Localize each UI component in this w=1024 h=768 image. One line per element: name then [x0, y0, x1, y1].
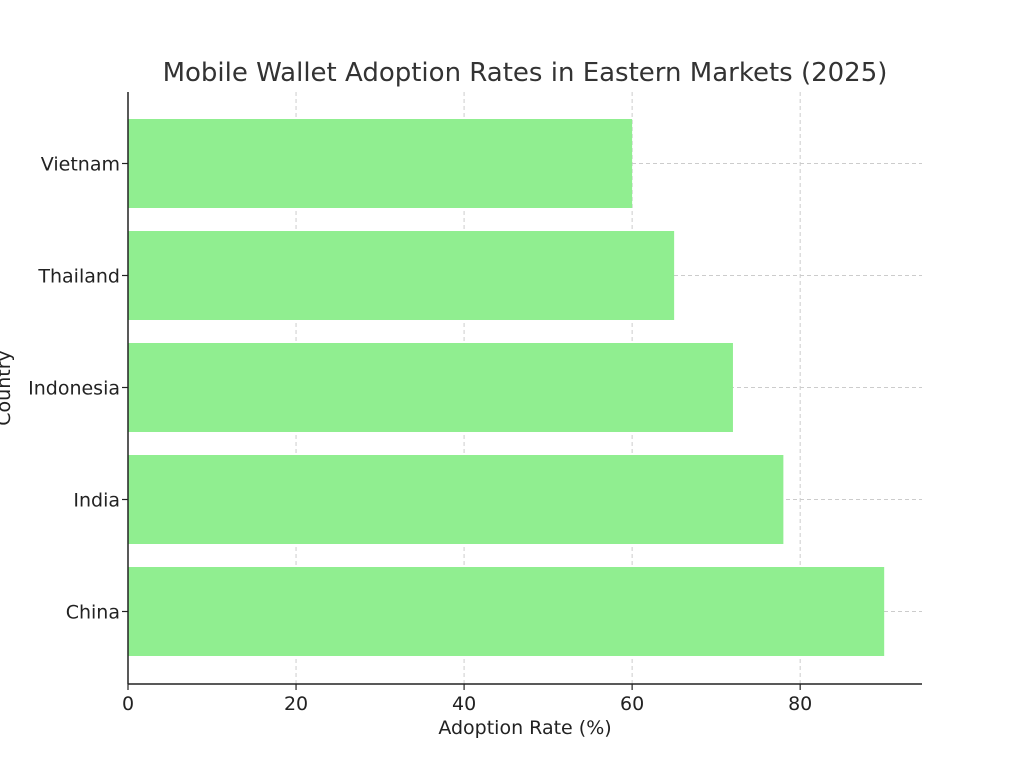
y-tick-label: India	[73, 490, 120, 512]
bar-vietnam	[128, 119, 633, 208]
chart-title: Mobile Wallet Adoption Rates in Eastern …	[163, 58, 888, 88]
x-axis-ticks: 0 20 40 60 80	[122, 684, 812, 715]
bar-india	[128, 455, 784, 544]
x-axis-label: Adoption Rate (%)	[438, 717, 611, 739]
bar-thailand	[128, 231, 675, 320]
x-tick-label: 60	[620, 693, 644, 715]
y-axis-label: Country	[0, 350, 15, 425]
y-tick-label: Indonesia	[28, 378, 120, 400]
x-tick-label: 0	[122, 693, 134, 715]
x-tick-label: 80	[788, 693, 812, 715]
y-axis-ticks: China India Indonesia Thailand Vietnam	[28, 154, 128, 624]
bar-china	[128, 567, 885, 656]
y-tick-label: China	[66, 602, 120, 624]
y-tick-label: Thailand	[37, 266, 120, 288]
y-tick-label: Vietnam	[41, 154, 120, 176]
x-tick-label: 40	[452, 693, 476, 715]
bars	[128, 119, 885, 656]
bar-indonesia	[128, 343, 733, 432]
x-tick-label: 20	[284, 693, 308, 715]
